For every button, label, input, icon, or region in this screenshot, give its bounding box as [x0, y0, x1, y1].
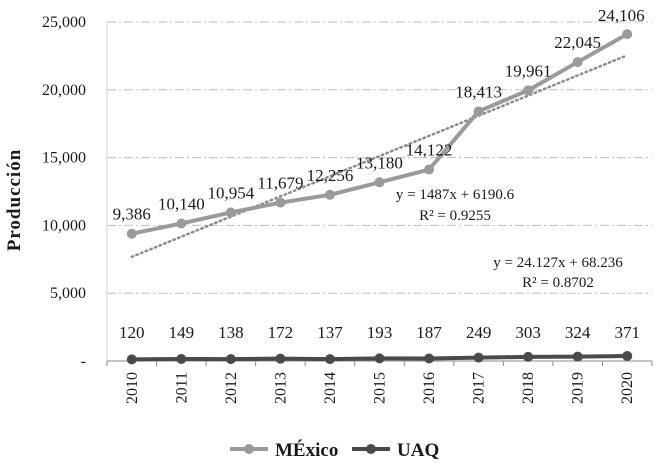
trendline-equation: y = 1487x + 6190.6	[396, 187, 515, 203]
data-label: 13,180	[356, 153, 403, 172]
y-tick-label: 5,000	[50, 285, 86, 302]
data-point	[473, 106, 484, 117]
data-point	[126, 228, 137, 239]
y-tick-label: -	[81, 353, 86, 370]
gridlines	[107, 21, 652, 294]
data-label: 193	[367, 323, 393, 342]
y-tick-label: 25,000	[42, 14, 86, 31]
data-label: 9,386	[113, 205, 151, 224]
x-axis-tick-labels: 2010 2011 2012 2013 2014 2015 2016 2017 2018 2019…	[124, 372, 636, 404]
x-tick-label: 2020	[619, 372, 636, 404]
y-tick-label: 15,000	[42, 150, 86, 167]
data-point	[126, 354, 137, 365]
data-label: 137	[317, 323, 343, 342]
data-label: 10,140	[158, 195, 205, 214]
x-tick-label: 2012	[223, 372, 240, 404]
legend-label: MÉxico	[275, 439, 338, 461]
data-point	[225, 207, 236, 218]
legend-label: UAQ	[397, 440, 439, 461]
data-label: 11,679	[257, 174, 303, 193]
data-point	[275, 197, 286, 208]
trendline-equations: y = 1487x + 6190.6 R² = 0.9255 y = 24.127x…	[396, 187, 623, 291]
data-label: 24,106	[598, 6, 645, 25]
data-point	[622, 350, 633, 361]
trendlines	[130, 54, 629, 361]
trendline-mexico	[130, 54, 629, 259]
series-line-mexico	[131, 32, 629, 236]
data-point	[176, 218, 187, 229]
trendline-r-squared: R² = 0.8702	[522, 275, 594, 291]
x-tick-label: 2016	[421, 372, 438, 404]
data-label: 172	[268, 323, 294, 342]
x-tick-label: 2010	[124, 372, 141, 404]
legend-marker	[366, 444, 376, 454]
x-tick-label: 2017	[471, 372, 488, 404]
x-tick-label: 2018	[520, 372, 537, 404]
data-point	[324, 189, 335, 200]
data-point	[572, 57, 583, 68]
data-point	[424, 353, 435, 364]
x-tick-label: 2014	[322, 372, 339, 404]
x-tick-label: 2013	[272, 372, 289, 404]
data-point	[572, 351, 583, 362]
data-label: 149	[169, 323, 195, 342]
x-tick-label: 2011	[173, 372, 190, 403]
data-point	[622, 29, 633, 40]
data-label: 19,961	[505, 61, 552, 80]
data-point	[176, 353, 187, 364]
data-point	[225, 354, 236, 365]
data-point	[374, 177, 385, 188]
data-point	[523, 85, 534, 96]
data-label: 12,256	[307, 166, 354, 185]
data-label: 138	[218, 323, 244, 342]
legend: MÉxico UAQ	[230, 439, 439, 461]
data-point	[374, 353, 385, 364]
data-label: 303	[515, 323, 541, 342]
data-label: 249	[466, 323, 492, 342]
y-tick-label: 20,000	[42, 82, 86, 99]
trendline-r-squared: R² = 0.9255	[419, 208, 491, 224]
y-axis-tick-labels: - 5,000 10,000 15,000 20,000 25,000	[42, 14, 86, 370]
data-point	[424, 164, 435, 175]
data-label: 324	[565, 323, 591, 342]
data-point	[523, 351, 534, 362]
x-tick-label: 2019	[570, 372, 587, 404]
data-label: 14,122	[406, 141, 453, 160]
trendline-equation: y = 24.127x + 68.236	[493, 255, 623, 271]
data-point	[324, 354, 335, 365]
data-point	[473, 352, 484, 363]
data-label: 18,413	[455, 82, 502, 101]
data-label: 187	[416, 323, 442, 342]
x-tick-label: 2015	[372, 372, 389, 404]
data-label: 371	[614, 323, 640, 342]
data-label: 120	[119, 323, 145, 342]
data-label: 10,954	[207, 183, 254, 202]
data-point	[275, 353, 286, 364]
data-label: 22,045	[554, 33, 601, 52]
data-series	[126, 29, 633, 365]
y-axis-label: Producción	[4, 149, 25, 252]
y-tick-label: 10,000	[42, 217, 86, 234]
legend-marker	[244, 444, 254, 454]
